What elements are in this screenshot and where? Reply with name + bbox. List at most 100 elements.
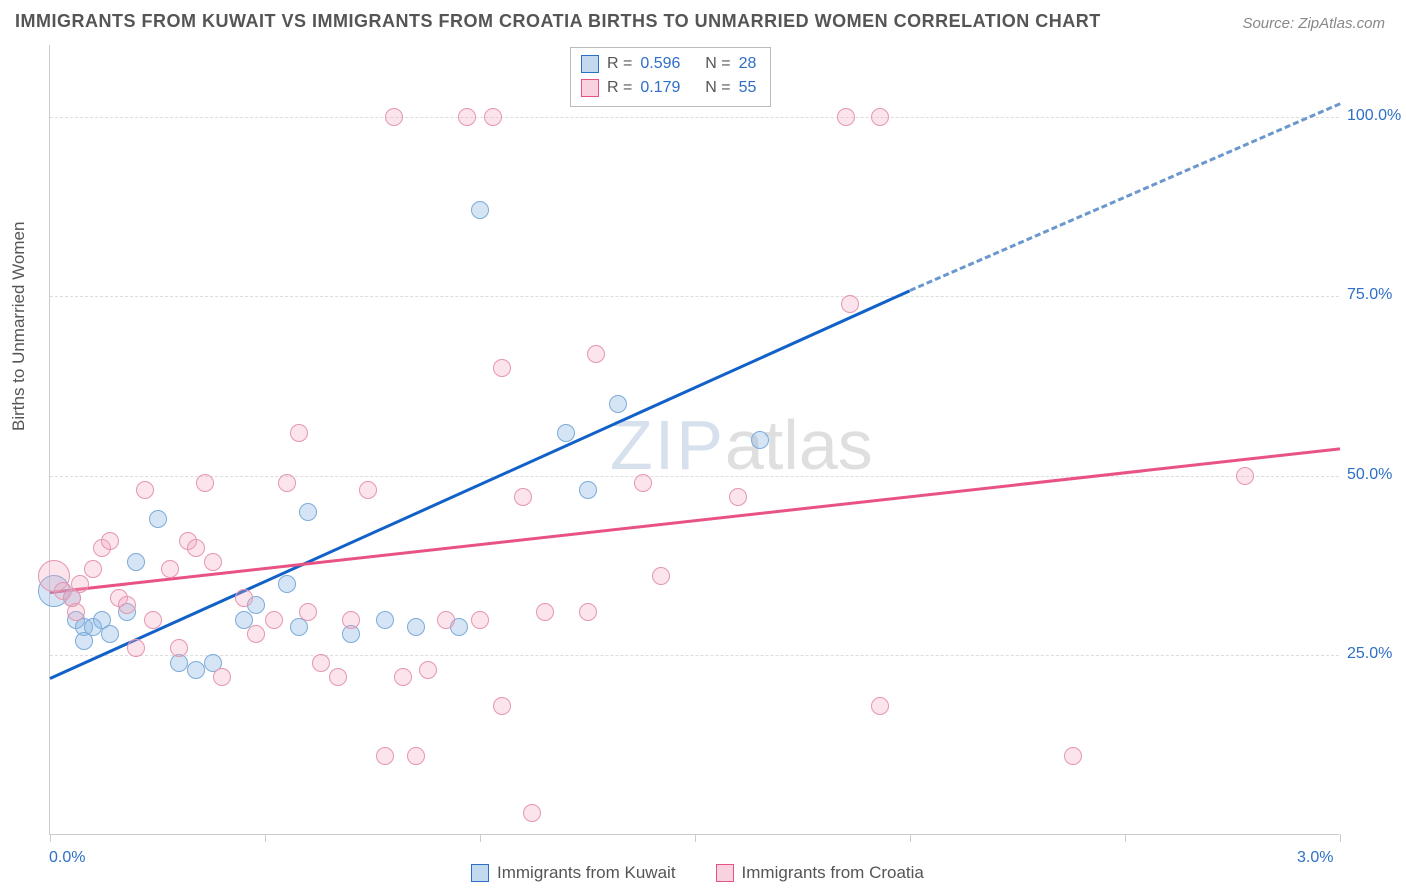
- chart-title: IMMIGRANTS FROM KUWAIT VS IMMIGRANTS FRO…: [15, 11, 1101, 32]
- r-label: R =: [607, 52, 632, 76]
- scatter-point: [587, 345, 605, 363]
- stats-box: R = 0.596 N = 28 R = 0.179 N = 55: [570, 47, 771, 107]
- trend-line-pink: [50, 447, 1340, 594]
- scatter-point: [751, 431, 769, 449]
- x-tick-label: 0.0%: [49, 849, 85, 867]
- scatter-point: [579, 481, 597, 499]
- scatter-point: [93, 611, 111, 629]
- x-tick-label: 3.0%: [1297, 849, 1333, 867]
- trend-line-blue-dash: [909, 103, 1340, 292]
- gridline-h: [50, 296, 1339, 297]
- x-tick: [480, 834, 481, 842]
- scatter-point: [278, 474, 296, 492]
- legend-item-pink: Immigrants from Croatia: [716, 863, 924, 883]
- r-value-pink: 0.179: [640, 76, 680, 100]
- scatter-point: [170, 639, 188, 657]
- y-tick-label: 25.0%: [1347, 645, 1392, 663]
- y-axis-label: Births to Unmarried Women: [9, 222, 29, 431]
- scatter-point: [312, 654, 330, 672]
- scatter-point: [652, 567, 670, 585]
- scatter-point: [634, 474, 652, 492]
- scatter-point: [579, 603, 597, 621]
- scatter-point: [493, 359, 511, 377]
- scatter-point: [471, 201, 489, 219]
- scatter-point: [235, 589, 253, 607]
- scatter-point: [161, 560, 179, 578]
- scatter-point: [837, 108, 855, 126]
- legend-item-blue: Immigrants from Kuwait: [471, 863, 676, 883]
- scatter-point: [290, 424, 308, 442]
- scatter-point: [871, 697, 889, 715]
- scatter-point: [407, 747, 425, 765]
- scatter-point: [247, 625, 265, 643]
- swatch-blue-icon: [581, 55, 599, 73]
- watermark: ZIPatlas: [610, 405, 873, 485]
- scatter-point: [419, 661, 437, 679]
- scatter-point: [394, 668, 412, 686]
- scatter-point: [514, 488, 532, 506]
- swatch-pink-icon: [716, 864, 734, 882]
- scatter-point: [342, 611, 360, 629]
- stats-row-blue: R = 0.596 N = 28: [581, 52, 756, 76]
- scatter-point: [84, 560, 102, 578]
- x-tick: [1125, 834, 1126, 842]
- x-tick: [910, 834, 911, 842]
- scatter-point: [149, 510, 167, 528]
- scatter-point: [493, 697, 511, 715]
- scatter-point: [329, 668, 347, 686]
- x-tick: [50, 834, 51, 842]
- scatter-point: [278, 575, 296, 593]
- scatter-point: [536, 603, 554, 621]
- y-tick-label: 50.0%: [1347, 466, 1392, 484]
- scatter-point: [299, 503, 317, 521]
- source-label: Source: ZipAtlas.com: [1242, 15, 1385, 32]
- scatter-point: [729, 488, 747, 506]
- scatter-point: [437, 611, 455, 629]
- y-tick-label: 100.0%: [1347, 107, 1401, 125]
- x-tick: [1340, 834, 1341, 842]
- r-value-blue: 0.596: [640, 52, 680, 76]
- scatter-point: [841, 295, 859, 313]
- scatter-point: [871, 108, 889, 126]
- legend-label-blue: Immigrants from Kuwait: [497, 863, 676, 883]
- scatter-point: [376, 747, 394, 765]
- scatter-point: [557, 424, 575, 442]
- swatch-blue-icon: [471, 864, 489, 882]
- scatter-point: [127, 639, 145, 657]
- n-label: N =: [705, 52, 730, 76]
- plot-area: ZIPatlas R = 0.596 N = 28 R = 0.179 N = …: [49, 45, 1339, 835]
- scatter-point: [196, 474, 214, 492]
- scatter-point: [299, 603, 317, 621]
- scatter-point: [484, 108, 502, 126]
- gridline-h: [50, 476, 1339, 477]
- n-value-blue: 28: [739, 52, 757, 76]
- scatter-point: [101, 532, 119, 550]
- scatter-point: [127, 553, 145, 571]
- scatter-point: [458, 108, 476, 126]
- x-tick: [695, 834, 696, 842]
- swatch-pink-icon: [581, 79, 599, 97]
- scatter-point: [136, 481, 154, 499]
- scatter-point: [265, 611, 283, 629]
- scatter-point: [187, 661, 205, 679]
- chart-container: IMMIGRANTS FROM KUWAIT VS IMMIGRANTS FRO…: [0, 0, 1406, 892]
- gridline-h: [50, 117, 1339, 118]
- n-label: N =: [705, 76, 730, 100]
- x-tick: [265, 834, 266, 842]
- scatter-point: [609, 395, 627, 413]
- scatter-point: [67, 603, 85, 621]
- scatter-point: [204, 553, 222, 571]
- scatter-point: [1064, 747, 1082, 765]
- r-label: R =: [607, 76, 632, 100]
- stats-row-pink: R = 0.179 N = 55: [581, 76, 756, 100]
- scatter-point: [359, 481, 377, 499]
- n-value-pink: 55: [739, 76, 757, 100]
- scatter-point: [1236, 467, 1254, 485]
- y-tick-label: 75.0%: [1347, 286, 1392, 304]
- legend-label-pink: Immigrants from Croatia: [742, 863, 924, 883]
- scatter-point: [75, 632, 93, 650]
- scatter-point: [187, 539, 205, 557]
- scatter-point: [471, 611, 489, 629]
- gridline-h: [50, 655, 1339, 656]
- scatter-point: [407, 618, 425, 636]
